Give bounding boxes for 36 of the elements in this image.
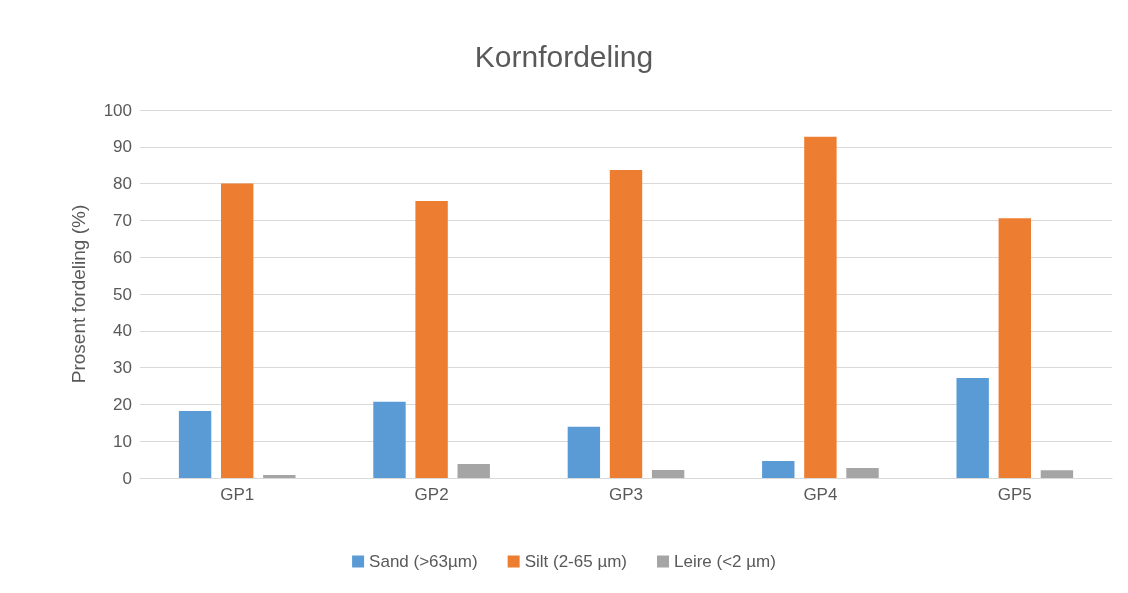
bar	[804, 136, 837, 478]
y-axis-title: Prosent fordeling (%)	[68, 204, 89, 384]
y-tick-label: 70	[113, 210, 132, 230]
bar	[651, 469, 685, 478]
bar	[762, 461, 795, 478]
x-tick-label: GP2	[414, 485, 449, 504]
legend-label: Sand (>63µm)	[369, 552, 478, 571]
x-tick-label: GP1	[220, 485, 255, 504]
legend-label: Leire (<2 µm)	[674, 552, 776, 571]
x-tick-label: GP5	[997, 485, 1032, 504]
bar	[457, 464, 490, 478]
y-tick-label: 30	[113, 358, 132, 378]
bar	[567, 426, 601, 478]
bar	[415, 200, 448, 478]
bar	[263, 475, 296, 478]
y-tick-label: 50	[113, 284, 132, 304]
y-tick-label: 80	[113, 174, 132, 194]
bar	[221, 183, 254, 478]
bar	[609, 169, 643, 478]
bar	[178, 411, 212, 478]
x-tick-label: GP3	[608, 485, 644, 504]
bar	[998, 218, 1031, 478]
y-tick-label: 90	[113, 137, 132, 157]
chart-title: Kornfordeling	[474, 39, 654, 73]
y-tick-label: 100	[103, 100, 132, 120]
legend-label: Silt (2-65 µm)	[524, 552, 628, 571]
bar	[1040, 470, 1074, 478]
y-tick-label: 20	[113, 394, 132, 414]
bar	[373, 401, 406, 478]
y-tick-label: 40	[113, 321, 132, 341]
y-tick-label: 10	[113, 431, 132, 451]
y-tick-label: 0	[122, 468, 132, 488]
y-tick-label: 60	[113, 247, 132, 267]
bar	[846, 468, 879, 478]
x-tick-label: GP4	[803, 485, 838, 504]
bar	[956, 377, 989, 478]
